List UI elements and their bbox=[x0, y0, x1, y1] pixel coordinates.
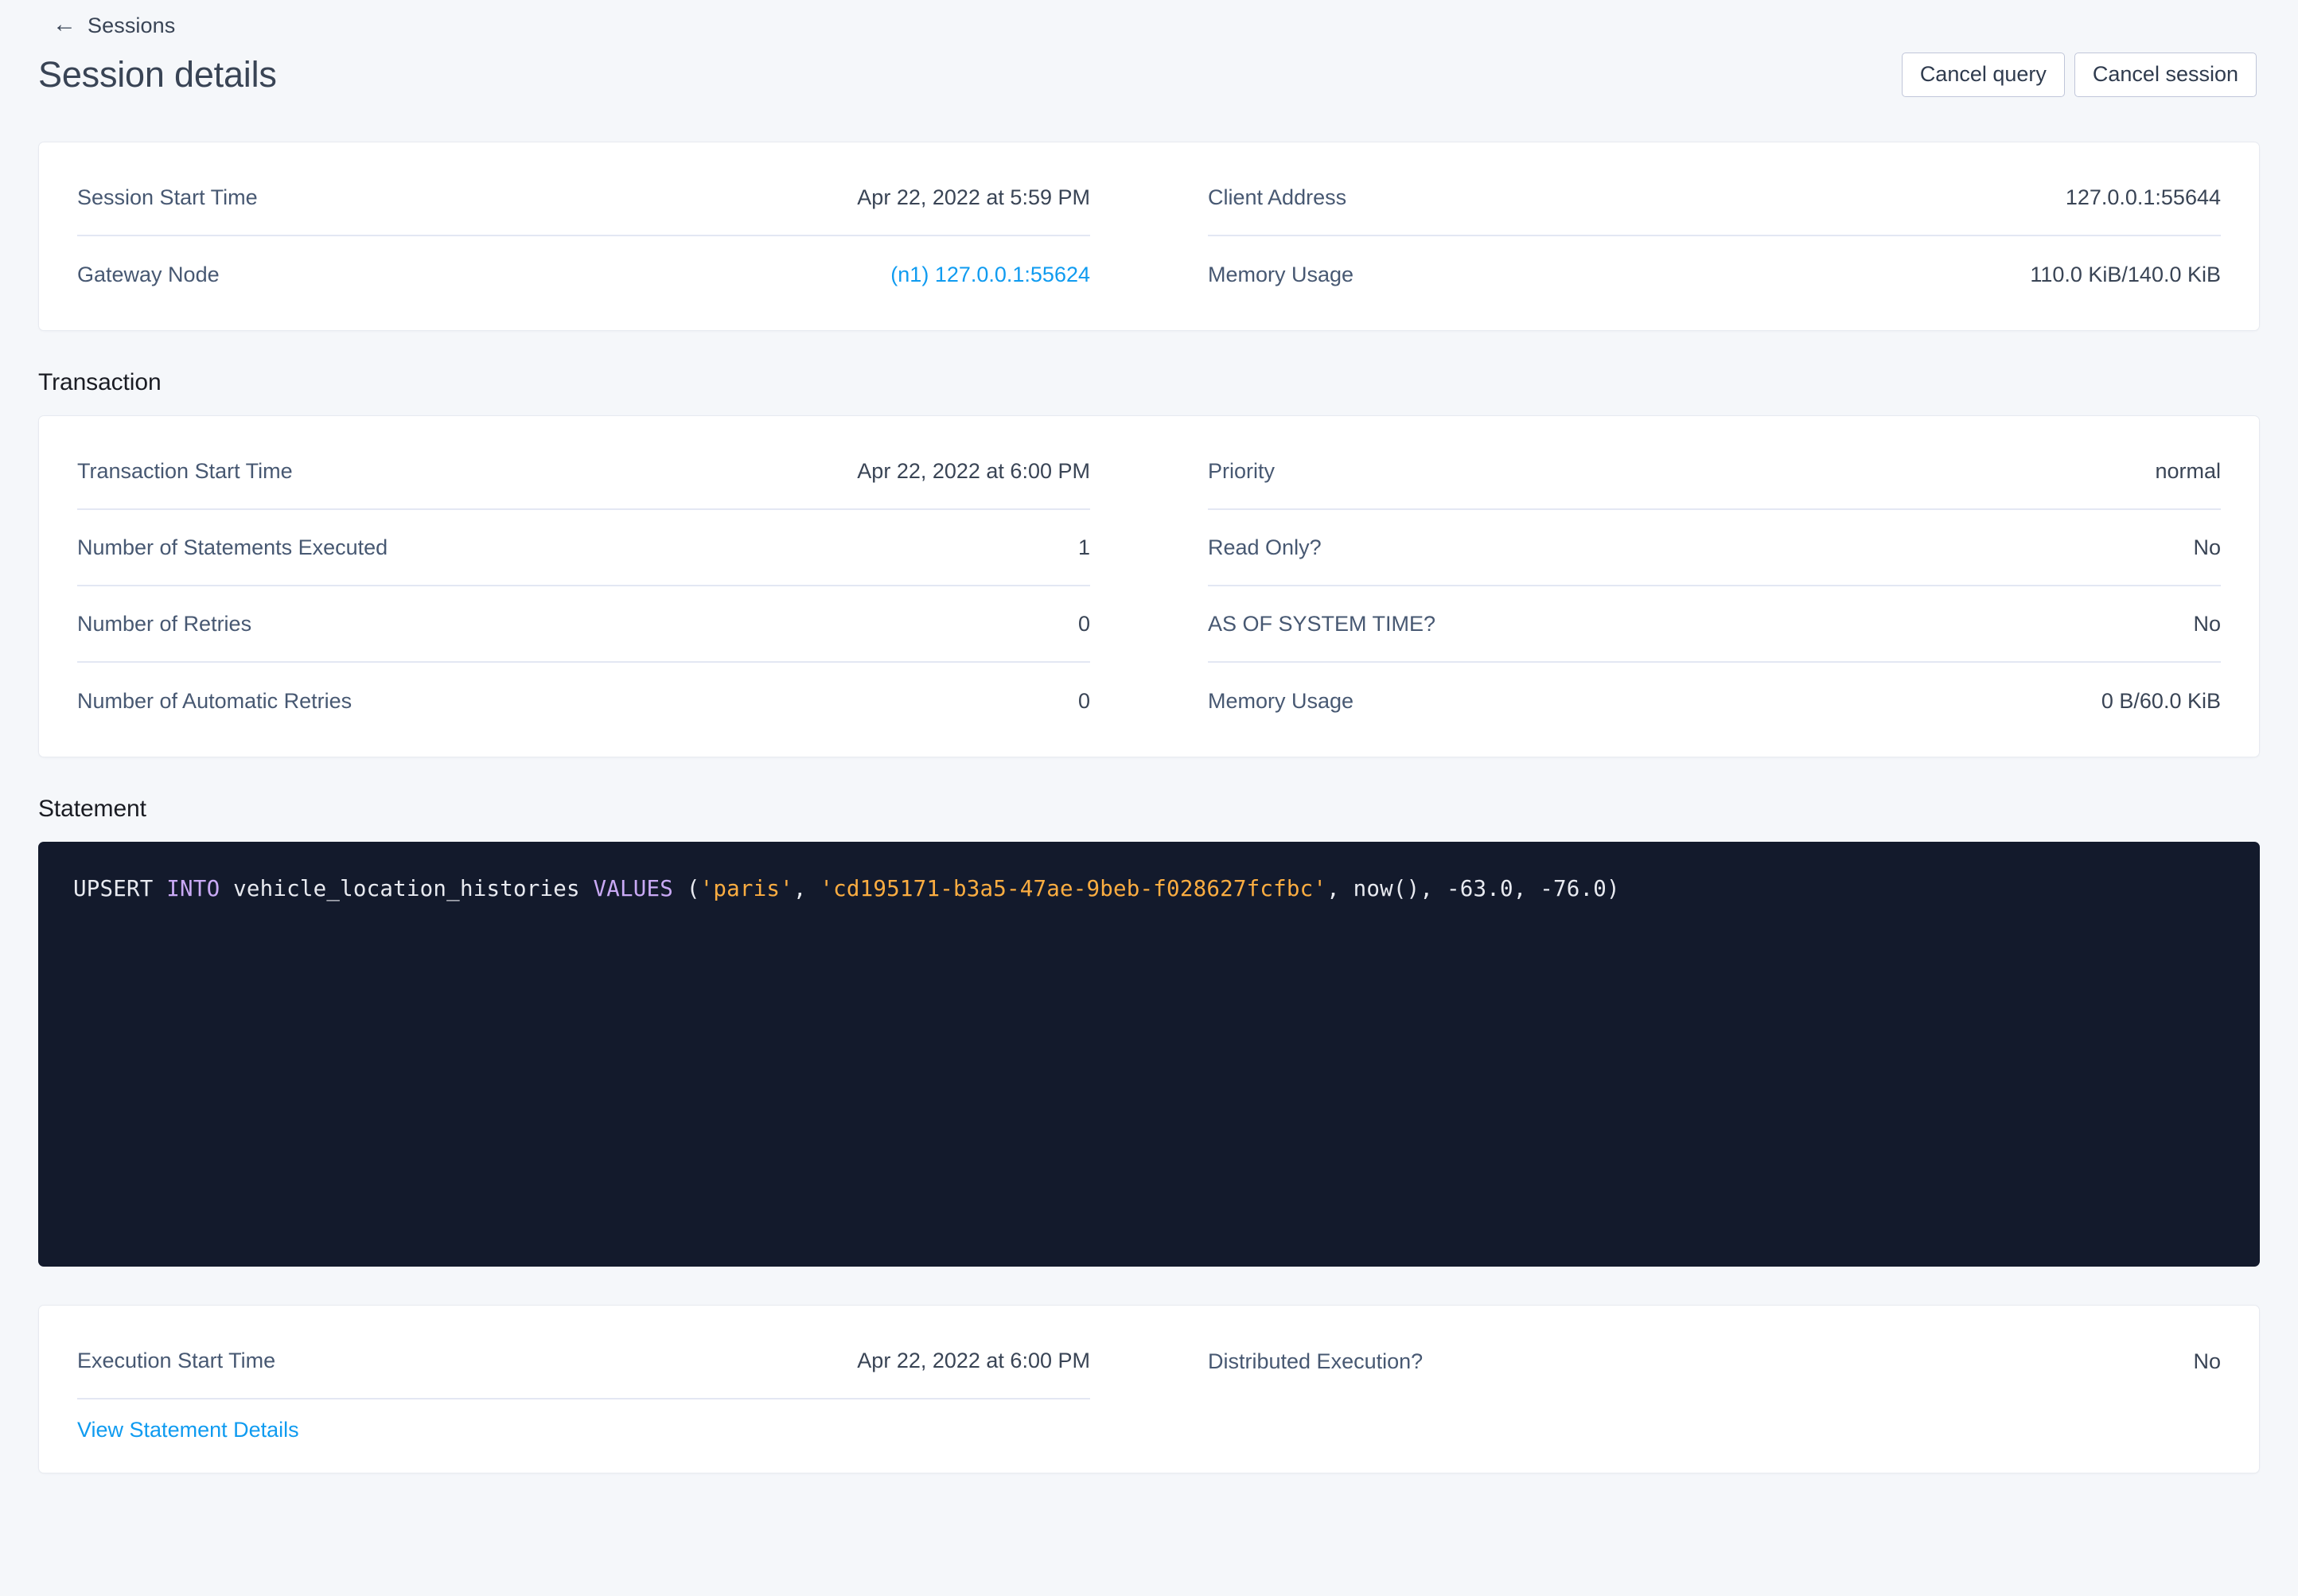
detail-row: Distributed Execution? No bbox=[1208, 1323, 2221, 1399]
session-left-column: Session Start Time Apr 22, 2022 at 5:59 … bbox=[77, 160, 1149, 313]
detail-value: 110.0 KiB/140.0 KiB bbox=[2030, 262, 2221, 286]
session-right-column: Client Address 127.0.0.1:55644 Memory Us… bbox=[1149, 160, 2221, 313]
execution-left-column: Execution Start Time Apr 22, 2022 at 6:0… bbox=[77, 1323, 1149, 1455]
detail-row: Memory Usage 110.0 KiB/140.0 KiB bbox=[1208, 236, 2221, 313]
detail-value: normal bbox=[2155, 458, 2221, 483]
detail-value: 0 B/60.0 KiB bbox=[2101, 688, 2221, 713]
cancel-query-button[interactable]: Cancel query bbox=[1901, 53, 2065, 97]
arrow-left-icon: ← bbox=[53, 11, 76, 37]
sql-token-plain: ( bbox=[673, 876, 700, 901]
sql-token-plain: , now(), -63.0, -76.0) bbox=[1326, 876, 1620, 901]
sql-statement-text: UPSERT INTO vehicle_location_histories V… bbox=[73, 874, 2225, 905]
detail-value: 0 bbox=[1077, 688, 1090, 713]
detail-label: Read Only? bbox=[1208, 535, 1322, 559]
title-bar: Session details Cancel query Cancel sess… bbox=[0, 38, 2298, 107]
gateway-node-link[interactable]: (n1) 127.0.0.1:55624 bbox=[890, 262, 1090, 286]
detail-value: 1 bbox=[1077, 535, 1090, 559]
detail-label: Session Start Time bbox=[77, 185, 258, 209]
sql-statement-code-block[interactable]: UPSERT INTO vehicle_location_histories V… bbox=[38, 842, 2260, 1267]
detail-value: 127.0.0.1:55644 bbox=[2065, 185, 2221, 209]
detail-label: AS OF SYSTEM TIME? bbox=[1208, 611, 1436, 636]
sql-token-plain: vehicle_location_histories bbox=[220, 876, 594, 901]
breadcrumb-label: Sessions bbox=[88, 13, 176, 37]
sql-token-kw: VALUES bbox=[593, 876, 674, 901]
transaction-info-card: Transaction Start Time Apr 22, 2022 at 6… bbox=[38, 415, 2260, 757]
detail-label: Execution Start Time bbox=[77, 1348, 276, 1372]
detail-row: Client Address 127.0.0.1:55644 bbox=[1208, 160, 2221, 236]
cancel-session-button[interactable]: Cancel session bbox=[2074, 53, 2257, 97]
detail-value: Apr 22, 2022 at 6:00 PM bbox=[857, 1348, 1090, 1372]
detail-label: Gateway Node bbox=[77, 262, 220, 286]
sql-token-kw: INTO bbox=[166, 876, 220, 901]
view-statement-details-link[interactable]: View Statement Details bbox=[77, 1417, 299, 1442]
sql-token-str: 'cd195171-b3a5-47ae-9beb-f028627fcfbc' bbox=[820, 876, 1327, 901]
transaction-right-column: Priority normal Read Only? No AS OF SYST… bbox=[1149, 434, 2221, 739]
detail-label: Client Address bbox=[1208, 185, 1347, 209]
detail-row: Gateway Node (n1) 127.0.0.1:55624 bbox=[77, 236, 1090, 313]
detail-row: AS OF SYSTEM TIME? No bbox=[1208, 586, 2221, 663]
detail-row: Number of Retries 0 bbox=[77, 586, 1090, 663]
detail-value: 0 bbox=[1077, 611, 1090, 636]
sql-token-str: 'paris' bbox=[699, 876, 793, 901]
detail-row: Memory Usage 0 B/60.0 KiB bbox=[1208, 663, 2221, 739]
statement-section-heading: Statement bbox=[38, 796, 146, 822]
detail-label: Number of Automatic Retries bbox=[77, 688, 352, 713]
detail-label: Memory Usage bbox=[1208, 688, 1354, 713]
detail-label: Number of Retries bbox=[77, 611, 252, 636]
detail-value: No bbox=[2193, 1349, 2221, 1373]
execution-info-card: Execution Start Time Apr 22, 2022 at 6:0… bbox=[38, 1305, 2260, 1473]
breadcrumb-back-sessions[interactable]: ← Sessions bbox=[0, 0, 239, 38]
session-info-card: Session Start Time Apr 22, 2022 at 5:59 … bbox=[38, 142, 2260, 331]
sql-token-plain: , bbox=[793, 876, 820, 901]
detail-row: Number of Statements Executed 1 bbox=[77, 510, 1090, 586]
detail-value: Apr 22, 2022 at 6:00 PM bbox=[857, 458, 1090, 483]
page-title: Session details bbox=[38, 54, 277, 95]
detail-row: Priority normal bbox=[1208, 434, 2221, 510]
detail-row: Read Only? No bbox=[1208, 510, 2221, 586]
sql-token-plain: UPSERT bbox=[73, 876, 167, 901]
detail-row: Number of Automatic Retries 0 bbox=[77, 663, 1090, 739]
title-actions: Cancel query Cancel session bbox=[1901, 53, 2260, 97]
detail-value: No bbox=[2193, 611, 2221, 636]
detail-label: Priority bbox=[1208, 458, 1276, 483]
detail-value: Apr 22, 2022 at 5:59 PM bbox=[857, 185, 1090, 209]
detail-row: Session Start Time Apr 22, 2022 at 5:59 … bbox=[77, 160, 1090, 236]
detail-label: Number of Statements Executed bbox=[77, 535, 388, 559]
detail-row: Execution Start Time Apr 22, 2022 at 6:0… bbox=[77, 1323, 1090, 1399]
detail-label: Distributed Execution? bbox=[1208, 1349, 1424, 1373]
execution-right-spacer bbox=[1208, 1399, 2221, 1455]
detail-value: No bbox=[2193, 535, 2221, 559]
view-statement-details-row: View Statement Details bbox=[77, 1399, 1090, 1455]
execution-right-column: Distributed Execution? No bbox=[1149, 1323, 2221, 1455]
detail-label: Transaction Start Time bbox=[77, 458, 293, 483]
detail-label: Memory Usage bbox=[1208, 262, 1354, 286]
detail-row: Transaction Start Time Apr 22, 2022 at 6… bbox=[77, 434, 1090, 510]
transaction-section-heading: Transaction bbox=[38, 369, 162, 395]
transaction-left-column: Transaction Start Time Apr 22, 2022 at 6… bbox=[77, 434, 1149, 739]
